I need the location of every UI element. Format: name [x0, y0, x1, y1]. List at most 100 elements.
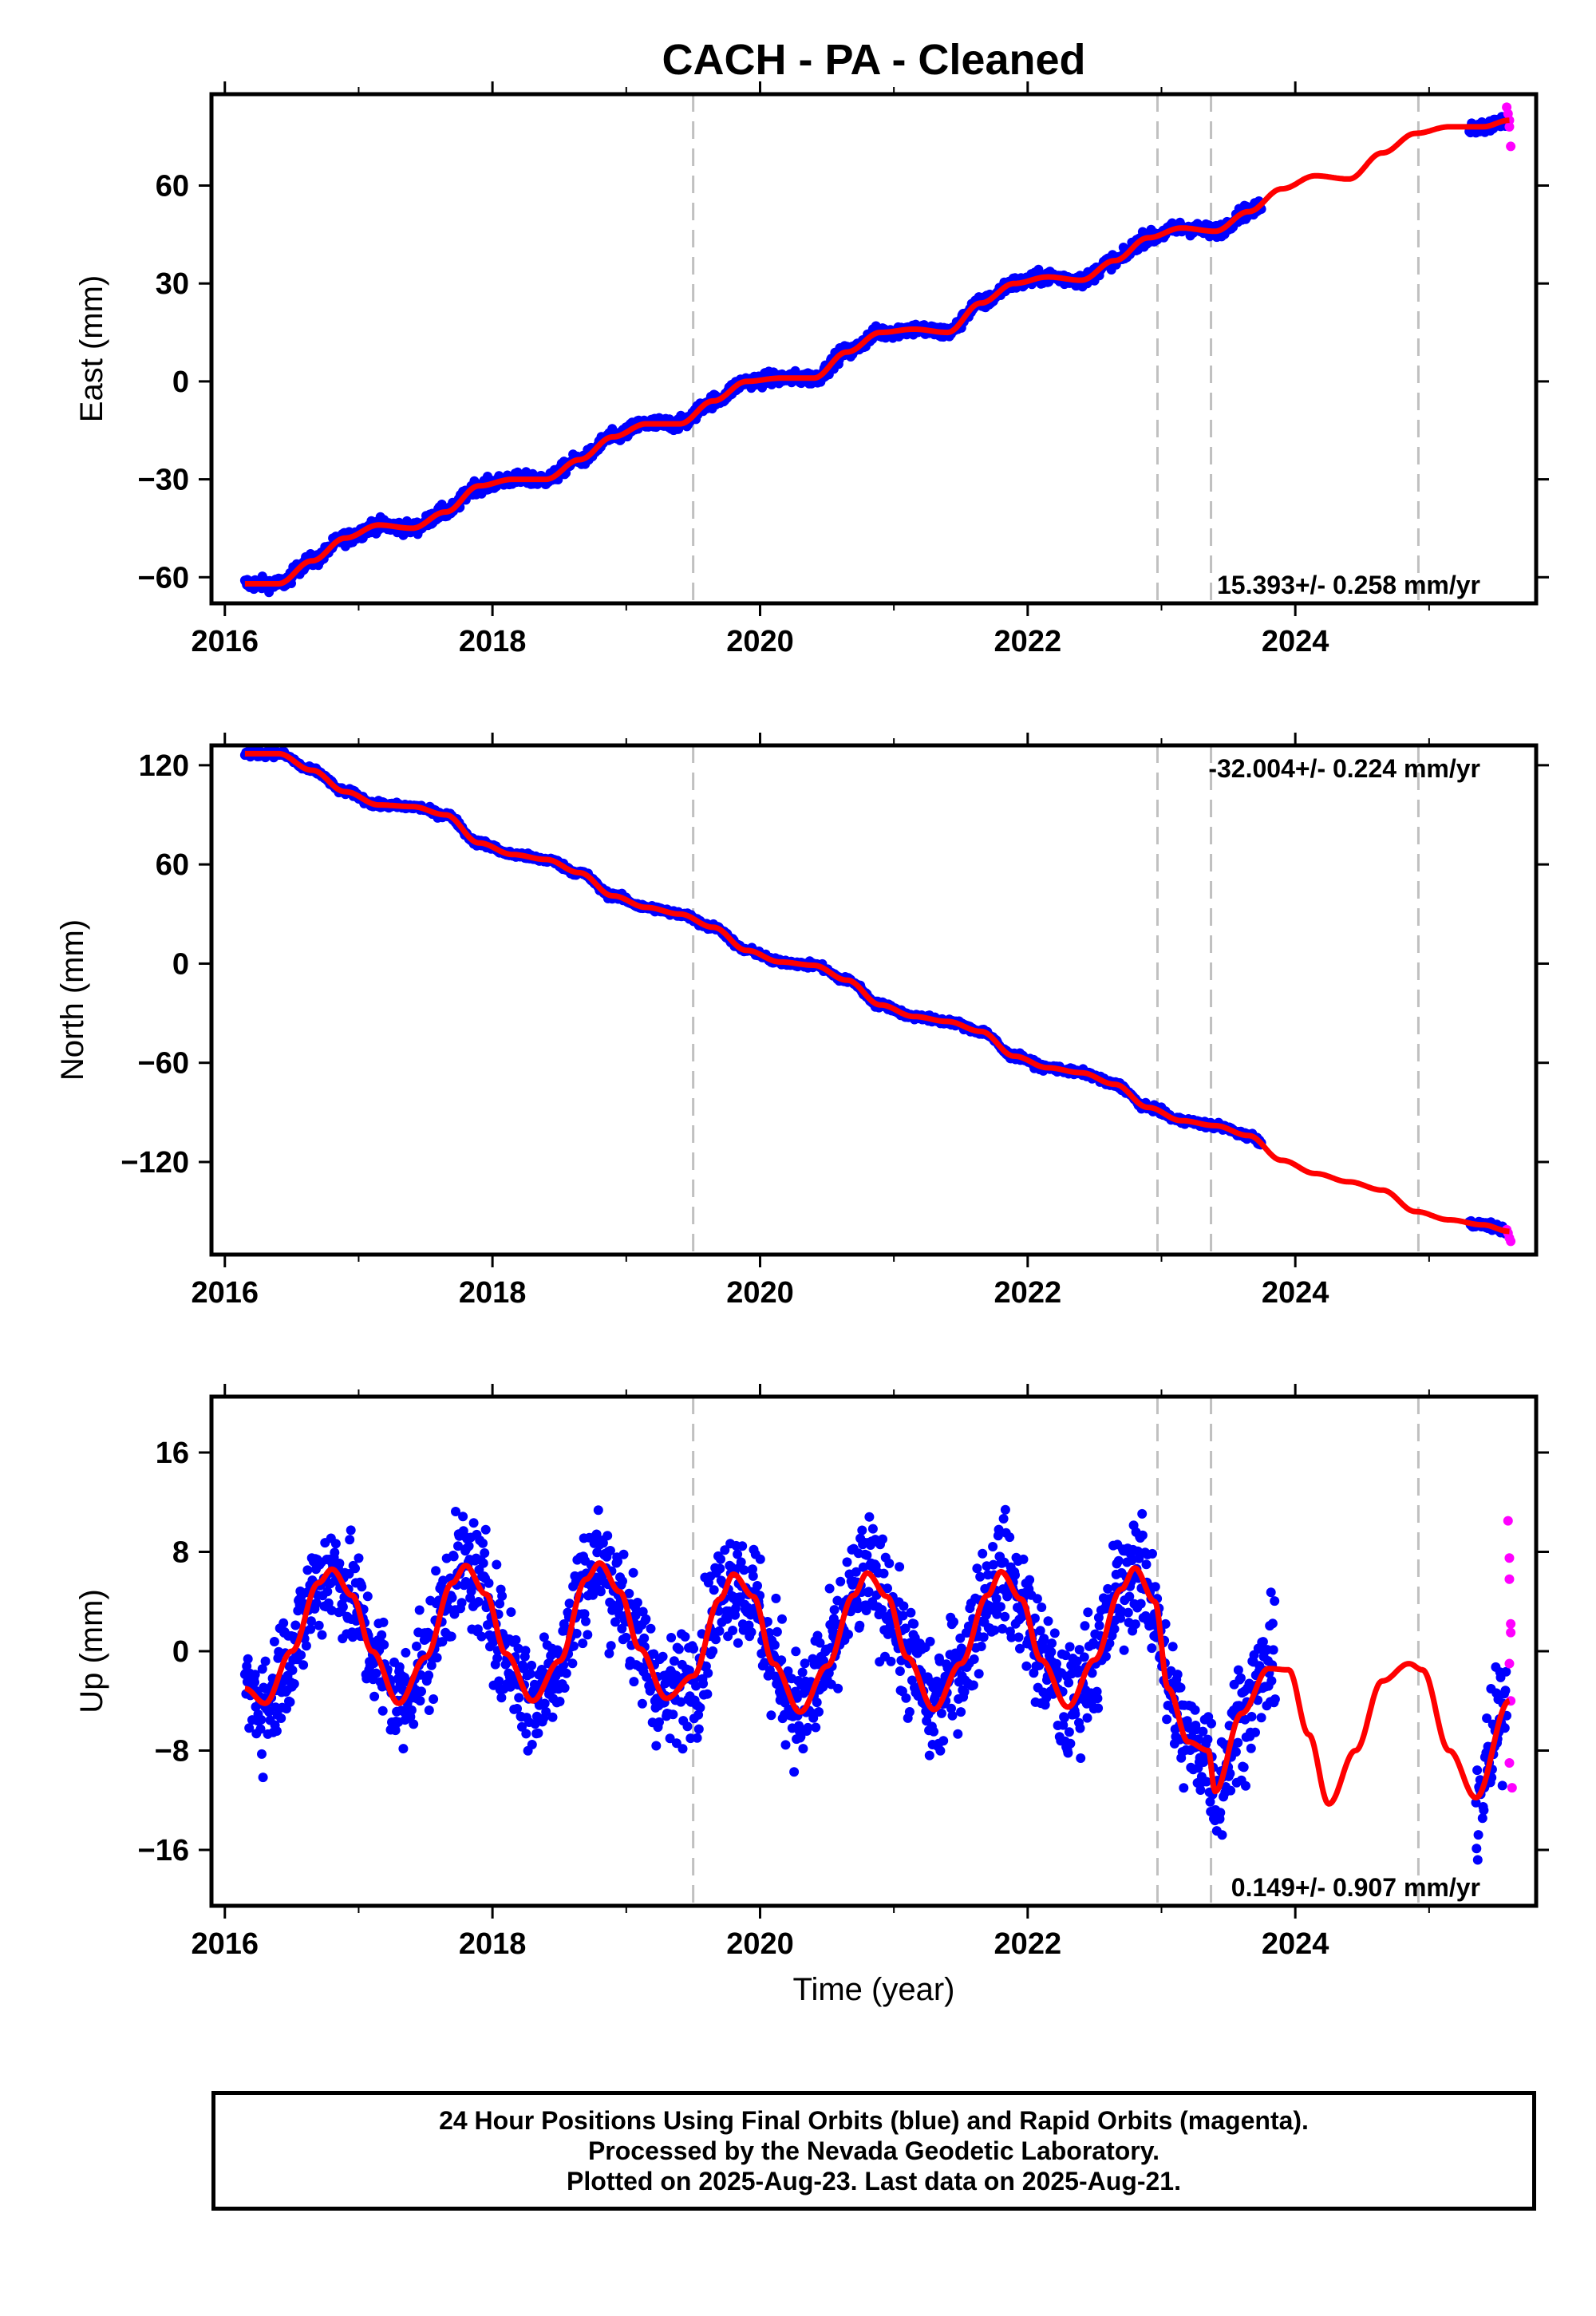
final-point — [447, 1593, 457, 1603]
final-point — [394, 1662, 405, 1672]
final-point — [346, 1525, 356, 1535]
final-point — [1037, 1603, 1047, 1612]
final-point — [464, 1541, 474, 1551]
final-point — [527, 1660, 537, 1670]
final-point — [1064, 1678, 1074, 1688]
final-point — [711, 1634, 721, 1645]
final-point — [525, 1669, 535, 1679]
final-point — [829, 1605, 839, 1615]
final-point — [446, 1631, 456, 1642]
final-point — [776, 1655, 787, 1666]
final-point — [1052, 1658, 1061, 1669]
final-point — [1065, 1642, 1075, 1652]
final-point — [468, 1518, 479, 1528]
final-point — [669, 1656, 679, 1666]
final-point — [610, 1617, 620, 1627]
final-point — [606, 1641, 616, 1651]
plot-area — [239, 745, 1516, 1247]
final-point — [243, 1654, 253, 1664]
final-point — [789, 1767, 800, 1777]
final-point — [414, 1605, 425, 1615]
final-point — [924, 1750, 934, 1761]
final-point — [797, 1667, 808, 1678]
final-point — [969, 1654, 979, 1664]
final-point — [302, 1565, 313, 1575]
x-tick-label: 2018 — [459, 1276, 527, 1310]
final-point — [401, 1647, 411, 1658]
final-point — [895, 1562, 905, 1572]
final-point — [517, 1721, 527, 1732]
final-point — [345, 1535, 355, 1545]
final-point — [762, 1617, 772, 1626]
final-point — [925, 1636, 935, 1646]
final-point — [666, 1633, 677, 1642]
final-point — [936, 1708, 946, 1718]
final-point — [1065, 1738, 1076, 1749]
final-point — [988, 1559, 998, 1570]
final-point — [824, 1583, 835, 1594]
rate-label: 15.393+/- 0.258 mm/yr — [1217, 571, 1480, 599]
final-point — [857, 1525, 867, 1535]
final-point — [497, 1591, 508, 1601]
chart-title: CACH - PA - Cleaned — [662, 36, 1086, 84]
final-point — [1049, 1628, 1060, 1638]
final-point — [851, 1567, 861, 1577]
final-point — [592, 1547, 602, 1558]
final-point — [496, 1693, 507, 1703]
final-point — [832, 1595, 843, 1606]
plot-area — [239, 102, 1516, 598]
final-point — [1000, 1504, 1010, 1515]
final-point — [478, 1558, 488, 1568]
final-point — [257, 1664, 267, 1674]
final-point — [665, 1733, 675, 1744]
final-point — [714, 1626, 725, 1636]
final-orbit-points — [239, 112, 1511, 598]
final-point — [895, 1666, 905, 1676]
final-orbit-points — [239, 1504, 1511, 1865]
final-point — [520, 1646, 531, 1656]
final-point — [691, 1681, 701, 1691]
final-point — [803, 1722, 813, 1733]
final-point — [564, 1599, 575, 1609]
final-point — [1061, 1650, 1071, 1661]
final-point — [1047, 1638, 1057, 1649]
final-point — [604, 1648, 614, 1658]
final-point — [812, 1697, 822, 1708]
final-point — [886, 1656, 896, 1666]
final-point — [541, 1706, 551, 1717]
final-point — [613, 1556, 622, 1567]
final-point — [651, 1741, 662, 1751]
final-point — [298, 1660, 309, 1670]
final-point — [415, 1696, 425, 1706]
final-point — [682, 1721, 693, 1732]
final-point — [473, 1597, 484, 1607]
final-point — [1043, 1616, 1053, 1626]
final-point — [693, 1709, 704, 1720]
final-point — [998, 1514, 1009, 1524]
y-tick-label: −60 — [138, 561, 189, 595]
final-point — [271, 1726, 282, 1736]
final-point — [605, 1546, 615, 1555]
y-tick-label: 30 — [156, 267, 189, 301]
final-point — [276, 1713, 286, 1723]
final-point — [514, 1693, 524, 1703]
final-point — [814, 1707, 824, 1717]
final-point — [533, 1728, 543, 1738]
final-point — [472, 1624, 483, 1634]
x-tick-label: 2024 — [1262, 1276, 1329, 1310]
final-point — [949, 1617, 958, 1627]
final-point — [772, 1626, 782, 1637]
final-point — [638, 1607, 648, 1617]
final-point — [938, 1736, 949, 1746]
final-point — [317, 1630, 327, 1640]
final-point — [818, 1682, 828, 1692]
final-point — [959, 1686, 970, 1697]
final-point — [736, 1557, 746, 1567]
final-point — [698, 1678, 709, 1689]
final-point — [898, 1611, 908, 1621]
final-point — [618, 1549, 629, 1559]
final-point — [431, 1566, 441, 1576]
final-point — [409, 1719, 419, 1729]
final-point — [716, 1554, 725, 1564]
